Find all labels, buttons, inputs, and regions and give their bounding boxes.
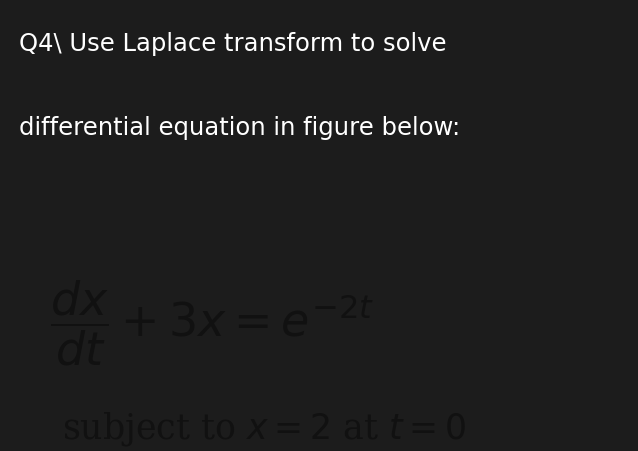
Text: Q4\ Use Laplace transform to solve: Q4\ Use Laplace transform to solve: [19, 32, 447, 55]
Text: subject to $x = 2$ at $t = 0$: subject to $x = 2$ at $t = 0$: [63, 410, 466, 448]
Text: differential equation in figure below:: differential equation in figure below:: [19, 116, 461, 140]
Text: $\dfrac{dx}{dt} + 3x = e^{-2t}$: $\dfrac{dx}{dt} + 3x = e^{-2t}$: [50, 279, 375, 368]
